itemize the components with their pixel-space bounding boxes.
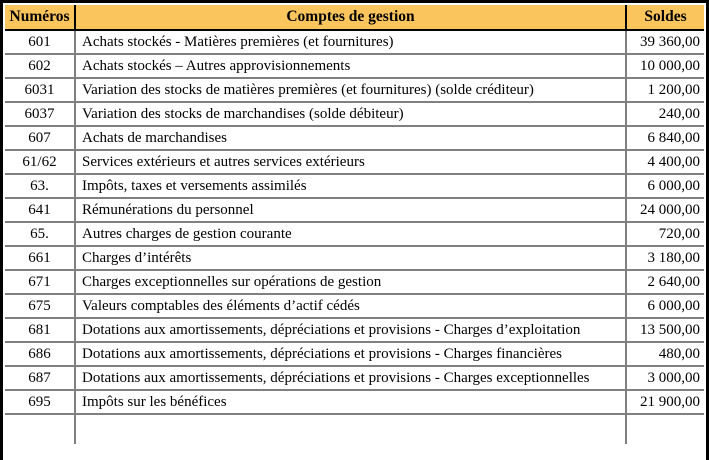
- solde-cell: 2 640,00: [625, 269, 704, 295]
- table-row: 641 Rémunérations du personnel 24 000,00: [5, 197, 704, 223]
- col-header-numeros: Numéros: [5, 5, 76, 31]
- compte-cell: Impôts sur les bénéfices: [74, 389, 627, 415]
- table-row: 675 Valeurs comptables des éléments d’ac…: [5, 293, 704, 319]
- table-body: 601 Achats stockés - Matières premières …: [5, 29, 704, 444]
- numero-cell: 602: [5, 53, 76, 79]
- numero-cell: 641: [5, 197, 76, 223]
- table-header: Numéros Comptes de gestion Soldes: [5, 5, 704, 31]
- solde-cell: 240,00: [625, 101, 704, 127]
- solde-cell: 1 200,00: [625, 77, 704, 103]
- table-row: 661 Charges d’intérêts 3 180,00: [5, 245, 704, 271]
- table-row: 601 Achats stockés - Matières premières …: [5, 29, 704, 55]
- table-row: 607 Achats de marchandises 6 840,00: [5, 125, 704, 151]
- compte-cell: Autres charges de gestion courante: [74, 221, 627, 247]
- solde-cell: 3 180,00: [625, 245, 704, 271]
- compte-cell: Services extérieurs et autres services e…: [74, 149, 627, 175]
- col-header-comptes: Comptes de gestion: [74, 5, 627, 31]
- compte-cell: [74, 413, 627, 444]
- compte-cell: Achats stockés - Matières premières (et …: [74, 29, 627, 55]
- solde-cell: 10 000,00: [625, 53, 704, 79]
- numero-cell: 687: [5, 365, 76, 391]
- header-row: Numéros Comptes de gestion Soldes: [5, 5, 704, 31]
- numero-cell: 607: [5, 125, 76, 151]
- table-row: 61/62 Services extérieurs et autres serv…: [5, 149, 704, 175]
- numero-cell: 63.: [5, 173, 76, 199]
- table-row: 602 Achats stockés – Autres approvisionn…: [5, 53, 704, 79]
- numero-cell: 6037: [5, 101, 76, 127]
- numero-cell: 65.: [5, 221, 76, 247]
- table-row: 65. Autres charges de gestion courante 7…: [5, 221, 704, 247]
- table-row-cropped: [5, 413, 704, 444]
- table-row: 686 Dotations aux amortissements, dépréc…: [5, 341, 704, 367]
- compte-cell: Dotations aux amortissements, dépréciati…: [74, 365, 627, 391]
- solde-cell: 720,00: [625, 221, 704, 247]
- solde-cell: 6 840,00: [625, 125, 704, 151]
- numero-cell: 681: [5, 317, 76, 343]
- numero-cell: 675: [5, 293, 76, 319]
- table-row: 6037 Variation des stocks de marchandise…: [5, 101, 704, 127]
- solde-cell: 3 000,00: [625, 365, 704, 391]
- table-row: 6031 Variation des stocks de matières pr…: [5, 77, 704, 103]
- table-row: 63. Impôts, taxes et versements assimilé…: [5, 173, 704, 199]
- numero-cell: 601: [5, 29, 76, 55]
- numero-cell: 6031: [5, 77, 76, 103]
- solde-cell: 4 400,00: [625, 149, 704, 175]
- compte-cell: Rémunérations du personnel: [74, 197, 627, 223]
- compte-cell: Dotations aux amortissements, dépréciati…: [74, 317, 627, 343]
- solde-cell: 13 500,00: [625, 317, 704, 343]
- compte-cell: Valeurs comptables des éléments d’actif …: [74, 293, 627, 319]
- solde-cell: 21 900,00: [625, 389, 704, 415]
- numero-cell: 671: [5, 269, 76, 295]
- solde-cell: 24 000,00: [625, 197, 704, 223]
- numero-cell: 695: [5, 389, 76, 415]
- table-row: 671 Charges exceptionnelles sur opératio…: [5, 269, 704, 295]
- compte-cell: Variation des stocks de matières premièr…: [74, 77, 627, 103]
- compte-cell: Charges exceptionnelles sur opérations d…: [74, 269, 627, 295]
- compte-cell: Charges d’intérêts: [74, 245, 627, 271]
- compte-cell: Dotations aux amortissements, dépréciati…: [74, 341, 627, 367]
- compte-cell: Achats de marchandises: [74, 125, 627, 151]
- numero-cell: 61/62: [5, 149, 76, 175]
- table-row: 681 Dotations aux amortissements, dépréc…: [5, 317, 704, 343]
- table-row: 687 Dotations aux amortissements, dépréc…: [5, 365, 704, 391]
- compte-cell: Achats stockés – Autres approvisionnemen…: [74, 53, 627, 79]
- solde-cell: 480,00: [625, 341, 704, 367]
- compte-cell: Impôts, taxes et versements assimilés: [74, 173, 627, 199]
- col-header-soldes: Soldes: [625, 5, 704, 31]
- comptes-de-gestion-table: Numéros Comptes de gestion Soldes 601 Ac…: [5, 5, 704, 444]
- solde-cell: 6 000,00: [625, 173, 704, 199]
- numero-cell: 661: [5, 245, 76, 271]
- solde-cell: [625, 413, 704, 444]
- compte-cell: Variation des stocks de marchandises (so…: [74, 101, 627, 127]
- solde-cell: 39 360,00: [625, 29, 704, 55]
- numero-cell: [5, 413, 76, 444]
- numero-cell: 686: [5, 341, 76, 367]
- table-row: 695 Impôts sur les bénéfices 21 900,00: [5, 389, 704, 415]
- solde-cell: 6 000,00: [625, 293, 704, 319]
